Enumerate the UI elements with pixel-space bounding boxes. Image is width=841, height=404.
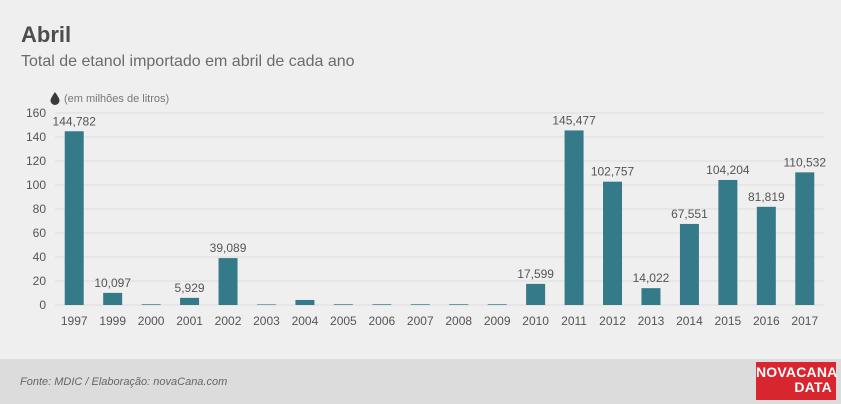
bar	[487, 304, 507, 305]
x-tick-label: 2012	[599, 314, 626, 328]
bar	[679, 223, 699, 305]
bar	[295, 299, 315, 305]
source-note: Fonte: MDIC / Elaboração: novaCana.com	[20, 376, 228, 388]
x-tick-label: 2008	[445, 314, 472, 328]
x-tick-label: 1997	[61, 314, 88, 328]
bar	[641, 288, 661, 305]
x-tick-label: 2014	[676, 314, 703, 328]
y-tick-label: 140	[26, 130, 46, 144]
data-label: 145,477	[552, 113, 596, 127]
bar	[180, 297, 200, 305]
x-tick-label: 2006	[368, 314, 395, 328]
x-tick-label: 2009	[484, 314, 511, 328]
data-label: 39,089	[210, 241, 247, 255]
y-tick-label: 80	[33, 202, 47, 216]
data-label: 17,599	[517, 267, 554, 281]
y-tick-label: 160	[26, 106, 46, 120]
data-label: 110,532	[784, 155, 827, 169]
unit-label-row: (em milhões de litros)	[50, 92, 169, 105]
bar-chart: 0 20 40 60 80 100 120 140 160 1997 144,782 1999 10,0…	[26, 106, 827, 328]
bar	[64, 131, 84, 305]
bar	[333, 304, 353, 305]
x-tick-label: 2003	[253, 314, 280, 328]
x-tick-label: 2000	[138, 314, 165, 328]
x-tick-label: 2004	[292, 314, 319, 328]
bar	[795, 172, 815, 305]
data-label: 81,819	[748, 190, 785, 204]
x-tick-label: 2015	[715, 314, 742, 328]
x-tick-label: 2001	[176, 314, 203, 328]
x-tick-label: 2013	[638, 314, 665, 328]
data-label: 104,204	[706, 163, 750, 177]
bar	[218, 258, 238, 305]
novacana-logo: NOVACANA DATA	[756, 362, 838, 400]
y-tick-label: 120	[26, 154, 46, 168]
chart-subtitle: Total de etanol importado em abril de ca…	[21, 53, 355, 70]
data-label: 5,929	[175, 281, 205, 295]
x-tick-label: 2011	[561, 314, 587, 328]
bar	[372, 304, 392, 305]
y-tick-label: 0	[39, 298, 46, 312]
chart-title: Abril	[21, 22, 72, 47]
x-tick-label: 2017	[791, 314, 818, 328]
x-tick-label: 2005	[330, 314, 357, 328]
bar	[103, 292, 123, 305]
data-label: 10,097	[94, 276, 131, 290]
drop-icon	[50, 92, 60, 105]
bar	[449, 304, 469, 305]
bar	[603, 181, 623, 305]
data-label: 14,022	[633, 271, 670, 285]
x-tick-label: 2016	[753, 314, 780, 328]
x-tick-label: 2002	[215, 314, 242, 328]
bar	[141, 304, 161, 305]
data-label: 102,757	[591, 165, 635, 179]
logo-line1: NOVACANA	[756, 364, 838, 380]
y-tick-label: 100	[26, 178, 46, 192]
bar	[756, 206, 776, 305]
bar	[256, 304, 276, 305]
logo-line2: DATA	[794, 379, 832, 395]
bar	[526, 283, 546, 305]
y-tick-label: 40	[33, 250, 47, 264]
y-tick-label: 20	[33, 274, 47, 288]
data-label: 67,551	[671, 207, 708, 221]
bar	[718, 179, 738, 305]
data-label: 144,782	[53, 114, 97, 128]
unit-label: (em milhões de litros)	[64, 92, 170, 105]
y-tick-label: 60	[33, 226, 47, 240]
x-tick-label: 1999	[99, 314, 126, 328]
bar	[564, 130, 584, 305]
x-tick-label: 2007	[407, 314, 434, 328]
bar	[410, 304, 430, 305]
x-tick-label: 2010	[522, 314, 549, 328]
footer-bar	[0, 359, 841, 404]
